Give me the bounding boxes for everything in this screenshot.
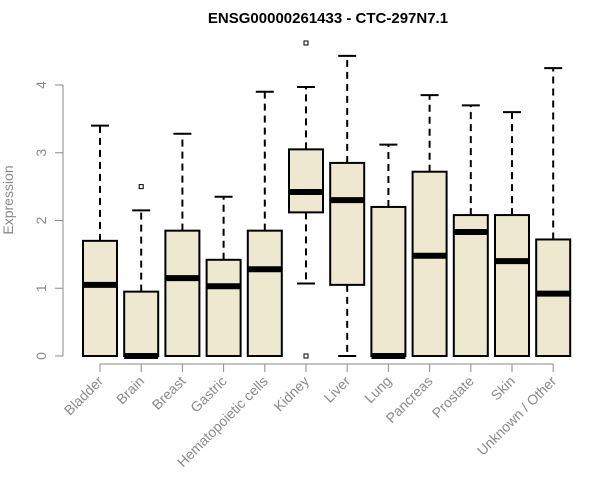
box-rect: [164, 229, 201, 358]
y-axis: 0 1 2 3 4: [33, 81, 64, 360]
box-rect: [494, 214, 530, 357]
box-rect: [370, 205, 407, 357]
box-rect: [82, 239, 118, 357]
box-rect: [205, 258, 242, 358]
y-tick-label: 0: [33, 352, 49, 360]
y-tick-label: 2: [33, 216, 49, 224]
box-6: [329, 54, 366, 357]
box-7: [370, 143, 407, 359]
box-9: [452, 104, 489, 357]
box-rect: [288, 148, 324, 214]
y-tick-label: 1: [33, 284, 49, 292]
x-tick-label: Skin: [488, 373, 519, 404]
outlier-point: [303, 40, 309, 46]
x-tick-label: Bladder: [61, 373, 107, 419]
outlier-point: [303, 353, 309, 359]
box-rect: [246, 229, 283, 358]
box-1: [123, 184, 160, 359]
y-axis-label: Expression: [0, 165, 16, 234]
x-tick-label: Lung: [361, 373, 394, 406]
box-8: [411, 94, 448, 357]
x-tick-label: Prostate: [429, 373, 477, 421]
x-tick-label: Kidney: [271, 373, 313, 415]
box-4: [246, 90, 283, 358]
chart-title: ENSG00000261433 - CTC-297N7.1: [208, 10, 448, 27]
box-0: [82, 124, 118, 357]
x-tick-label: Breast: [149, 373, 189, 413]
box-11: [535, 67, 572, 357]
box-rect: [535, 238, 572, 357]
box-rect: [329, 161, 366, 286]
x-tick-label: Liver: [321, 373, 354, 406]
box-2: [164, 132, 201, 358]
y-tick-label: 3: [33, 149, 49, 157]
box-10: [494, 111, 530, 357]
outlier-point: [138, 184, 144, 190]
boxes-group: [82, 40, 572, 359]
box-rect: [123, 290, 160, 358]
box-rect: [411, 170, 448, 357]
box-5: [288, 40, 324, 359]
x-tick-label: Brain: [113, 373, 147, 407]
box-3: [205, 195, 242, 358]
box-rect: [452, 214, 489, 357]
y-tick-label: 4: [33, 81, 49, 89]
